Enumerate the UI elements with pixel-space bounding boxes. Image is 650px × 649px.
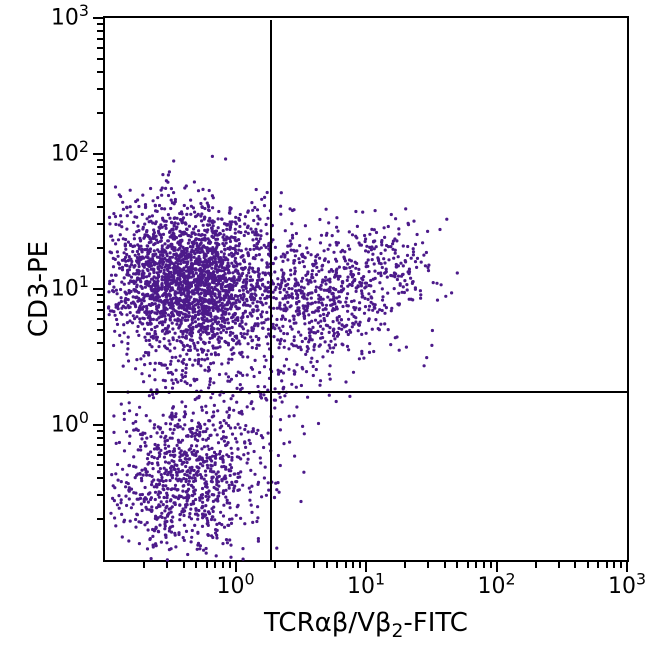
x-minor-tick [490, 562, 492, 568]
y-minor-tick [97, 477, 103, 479]
x-minor-tick [606, 562, 608, 568]
y-minor-tick [97, 518, 103, 520]
x-major-tick [235, 562, 237, 572]
x-minor-tick [345, 562, 347, 568]
y-minor-tick [97, 454, 103, 456]
y-minor-tick [97, 23, 103, 25]
y-minor-tick [97, 444, 103, 446]
x-minor-tick [297, 562, 299, 568]
y-minor-tick [97, 494, 103, 496]
y-minor-tick [97, 38, 103, 40]
x-minor-tick [587, 562, 589, 568]
y-minor-tick [97, 359, 103, 361]
y-tick-label: 103 [51, 6, 89, 31]
y-minor-tick [97, 173, 103, 175]
y-minor-tick [97, 318, 103, 320]
x-major-tick [365, 562, 367, 572]
quadrant-line-horizontal [107, 391, 629, 393]
x-minor-tick [143, 562, 145, 568]
y-axis-label: CD3-PE [24, 241, 54, 337]
y-minor-tick [97, 223, 103, 225]
y-minor-tick [97, 342, 103, 344]
x-minor-tick [483, 562, 485, 568]
y-minor-tick [97, 301, 103, 303]
y-minor-tick [97, 383, 103, 385]
x-tick-label: 101 [347, 574, 385, 599]
x-minor-tick [352, 562, 354, 568]
x-minor-tick [427, 562, 429, 568]
y-major-tick [93, 153, 103, 155]
y-minor-tick [97, 88, 103, 90]
x-tick-label: 103 [608, 574, 646, 599]
x-minor-tick [359, 562, 361, 568]
x-minor-tick [597, 562, 599, 568]
x-tick-label: 102 [477, 574, 515, 599]
x-minor-tick [444, 562, 446, 568]
y-tick-label: 102 [51, 141, 89, 166]
y-minor-tick [97, 166, 103, 168]
x-major-tick [496, 562, 498, 572]
y-minor-tick [97, 294, 103, 296]
x-major-tick [626, 562, 628, 572]
y-minor-tick [97, 71, 103, 73]
quadrant-line-vertical [270, 20, 272, 562]
y-minor-tick [97, 437, 103, 439]
x-minor-tick [535, 562, 537, 568]
y-minor-tick [97, 112, 103, 114]
y-minor-tick [97, 247, 103, 249]
y-minor-tick [97, 30, 103, 32]
y-minor-tick [97, 183, 103, 185]
x-minor-tick [214, 562, 216, 568]
x-minor-tick [456, 562, 458, 568]
x-minor-tick [613, 562, 615, 568]
y-minor-tick [97, 206, 103, 208]
x-minor-tick [558, 562, 560, 568]
x-minor-tick [336, 562, 338, 568]
x-minor-tick [229, 562, 231, 568]
x-minor-tick [467, 562, 469, 568]
plot-area [103, 16, 629, 562]
x-minor-tick [206, 562, 208, 568]
y-minor-tick [97, 309, 103, 311]
y-minor-tick [97, 47, 103, 49]
y-tick-label: 100 [51, 412, 89, 437]
y-minor-tick [97, 159, 103, 161]
x-minor-tick [222, 562, 224, 568]
scatter-points [107, 20, 629, 562]
x-minor-tick [313, 562, 315, 568]
x-minor-tick [166, 562, 168, 568]
x-minor-tick [475, 562, 477, 568]
x-axis-label: TCRαβ/Vβ2-FITC [264, 608, 468, 638]
x-minor-tick [274, 562, 276, 568]
x-tick-label: 100 [216, 574, 254, 599]
y-minor-tick [97, 329, 103, 331]
y-minor-tick [97, 58, 103, 60]
y-tick-label: 101 [51, 277, 89, 302]
y-major-tick [93, 17, 103, 19]
y-minor-tick [97, 464, 103, 466]
y-major-tick [93, 424, 103, 426]
y-major-tick [93, 288, 103, 290]
x-minor-tick [195, 562, 197, 568]
x-minor-tick [326, 562, 328, 568]
y-minor-tick [97, 430, 103, 432]
x-minor-tick [574, 562, 576, 568]
x-minor-tick [404, 562, 406, 568]
y-minor-tick [97, 193, 103, 195]
x-minor-tick [183, 562, 185, 568]
x-minor-tick [620, 562, 622, 568]
